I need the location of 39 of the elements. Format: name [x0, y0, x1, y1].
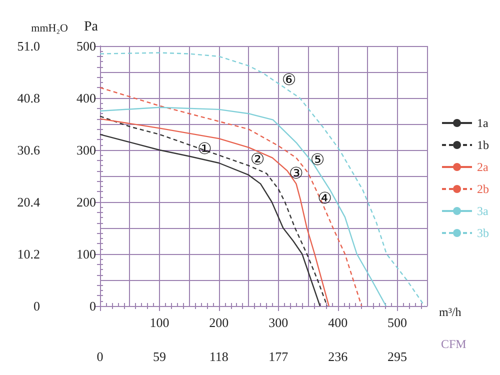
y2-tick-label: 40.8	[17, 90, 40, 106]
x-tick-label: 400	[328, 315, 348, 330]
x2-axis-title: CFM	[441, 337, 467, 351]
x2-tick-label: 295	[388, 349, 408, 364]
annotation: ②	[250, 149, 265, 168]
x2-tick-label: 177	[268, 349, 289, 364]
y2-tick-label: 10.2	[17, 246, 40, 262]
annotation: ④	[318, 188, 332, 208]
y-tick-label: 500	[76, 38, 96, 54]
y2-tick-label: 30.6	[17, 142, 40, 158]
annotation: ⑤	[310, 150, 325, 169]
y-tick-label: 200	[76, 194, 96, 210]
annotation: ⑥	[282, 70, 296, 90]
y-axis-title: Pa	[84, 20, 99, 34]
legend-label: 3b	[477, 226, 489, 240]
x-tick-label: 500	[388, 315, 408, 330]
y2-axis-title: mmH₂O	[31, 22, 68, 34]
legend-label: 1a	[477, 116, 489, 130]
legend-label: 1b	[477, 138, 489, 152]
line-series	[99, 106, 387, 307]
legend-label: 2b	[477, 182, 489, 196]
x-tick-label: 300	[268, 315, 288, 330]
y-tick-label: 100	[76, 246, 96, 262]
line-series	[99, 87, 362, 307]
y-tick-label: 300	[76, 142, 96, 158]
legend-label: 2a	[477, 160, 489, 174]
x2-tick-label: 59	[152, 349, 166, 364]
y2-tick-label: 51.0	[17, 38, 40, 54]
legend-label: 3a	[477, 204, 489, 218]
y2-tick-label: 20.4	[17, 194, 40, 210]
y2-tick-label: 0	[34, 298, 40, 314]
annotation: ③	[289, 163, 304, 182]
x2-tick-label: 118	[209, 349, 228, 364]
y-tick-label: 400	[76, 90, 96, 106]
x-axis-title: m³/h	[439, 305, 462, 319]
x-tick-label: 200	[209, 315, 229, 330]
x-tick-label: 100	[150, 315, 170, 330]
y-tick-label: 0	[90, 298, 96, 314]
x2-tick-label: 236	[328, 349, 348, 364]
